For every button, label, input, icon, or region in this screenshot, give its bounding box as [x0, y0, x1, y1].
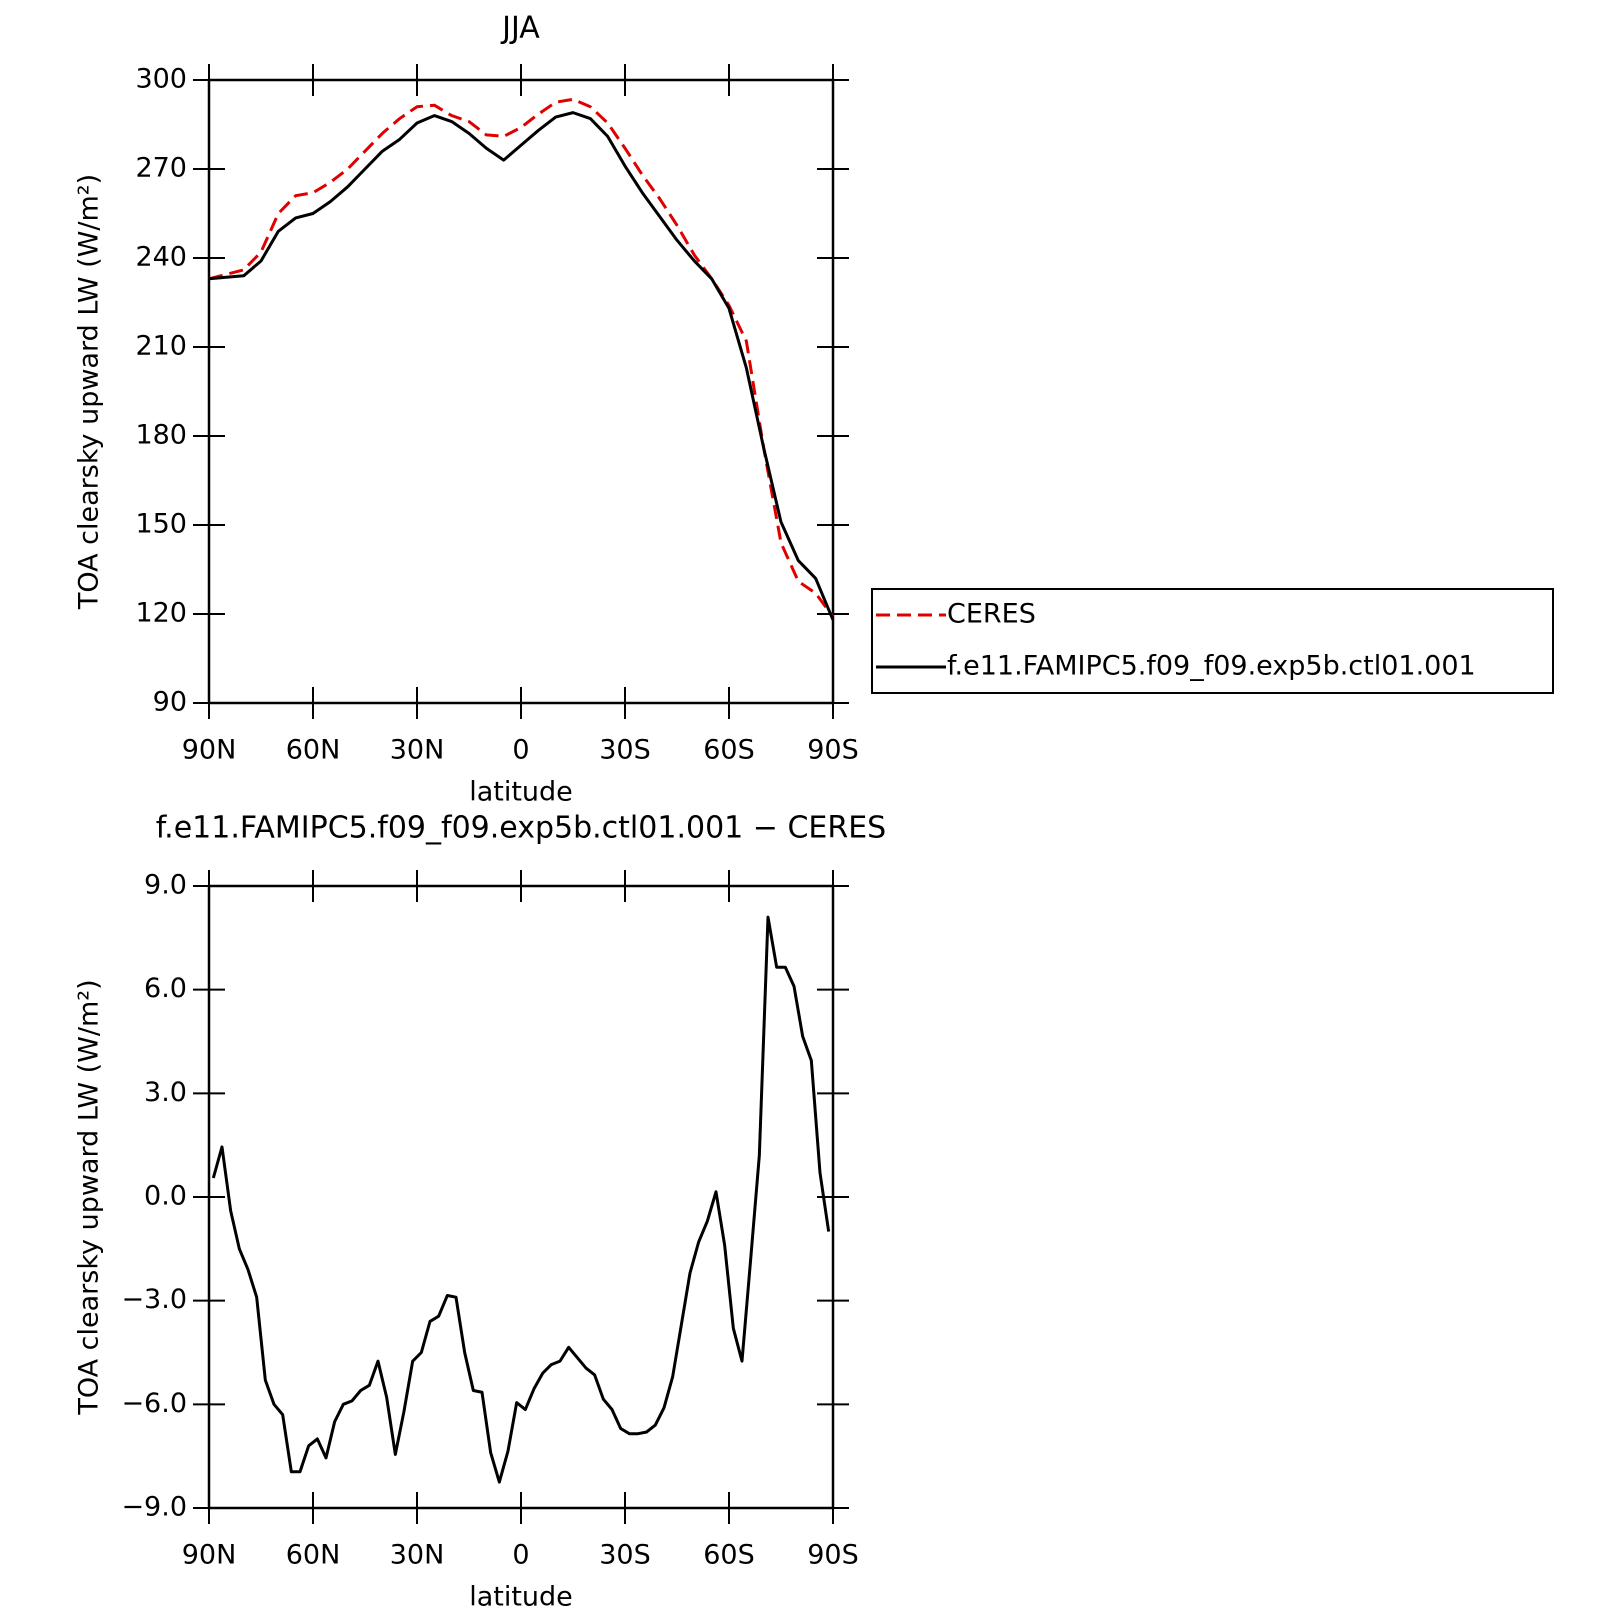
y-axis-label: TOA clearsky upward LW (W/m²): [74, 174, 105, 610]
x-tick-label: 90S: [807, 1540, 859, 1571]
y-tick-label: 9.0: [144, 870, 187, 901]
x-tick-label: 60S: [703, 1540, 755, 1571]
x-tick-label: 30N: [390, 735, 445, 766]
y-tick-label: 270: [135, 153, 187, 184]
legend-label: CERES: [947, 599, 1036, 630]
y-axis-label: TOA clearsky upward LW (W/m²): [74, 979, 105, 1415]
y-tick-label: 3.0: [144, 1077, 187, 1108]
x-tick-label: 60S: [703, 735, 755, 766]
x-tick-label: 30S: [599, 1540, 651, 1571]
y-tick-label: −6.0: [121, 1388, 187, 1419]
chart-title: JJA: [500, 11, 540, 46]
x-tick-label: 90N: [182, 735, 237, 766]
y-tick-label: 150: [135, 509, 187, 540]
y-tick-label: 300: [135, 64, 187, 95]
data-line: [208, 97, 835, 618]
x-tick-label: 90S: [807, 735, 859, 766]
x-tick-label: 60N: [286, 1540, 341, 1571]
y-tick-label: −9.0: [121, 1492, 187, 1523]
y-tick-label: 210: [135, 331, 187, 362]
data-line: [208, 111, 835, 621]
x-tick-label: 60N: [286, 735, 341, 766]
legend-box: [871, 588, 1554, 694]
y-tick-label: −3.0: [121, 1284, 187, 1315]
y-tick-label: 6.0: [144, 973, 187, 1004]
plot-frame: [207, 78, 835, 705]
x-axis-label: latitude: [469, 1582, 573, 1613]
x-axis-label: latitude: [469, 777, 573, 808]
chart-title: f.e11.FAMIPC5.f09_f09.exp5b.ctl01.001 − …: [156, 811, 886, 846]
x-tick-label: 0: [512, 735, 529, 766]
x-tick-label: 0: [512, 1540, 529, 1571]
y-tick-label: 120: [135, 598, 187, 629]
x-tick-label: 30S: [599, 735, 651, 766]
legend-label: f.e11.FAMIPC5.f09_f09.exp5b.ctl01.001: [947, 651, 1476, 682]
plot-frame: [207, 884, 835, 1510]
y-tick-label: 90: [153, 687, 187, 718]
data-line: [211, 915, 831, 1484]
y-tick-label: 0.0: [144, 1181, 187, 1212]
y-tick-label: 180: [135, 420, 187, 451]
x-tick-label: 90N: [182, 1540, 237, 1571]
y-tick-label: 240: [135, 242, 187, 273]
x-tick-label: 30N: [390, 1540, 445, 1571]
